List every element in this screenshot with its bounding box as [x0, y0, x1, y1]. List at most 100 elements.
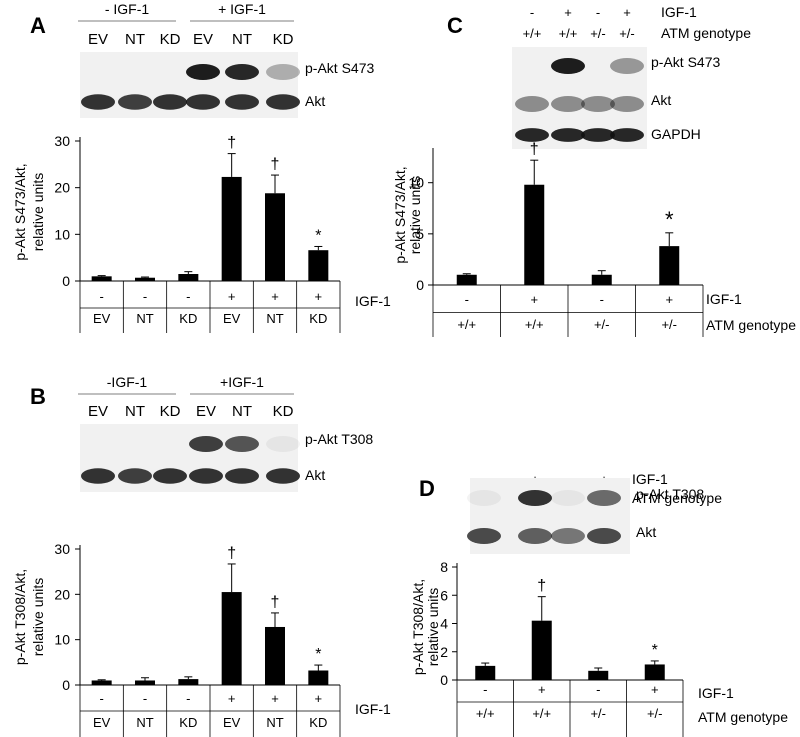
- C-igf-row-value: +: [665, 292, 673, 307]
- C-significance-star: *: [665, 207, 674, 232]
- B-group-header: -IGF-1: [107, 374, 148, 390]
- A-igf-row-value: +: [315, 289, 323, 304]
- B-band: [118, 468, 152, 484]
- B-band: [189, 468, 223, 484]
- B-lane-label: KD: [160, 403, 181, 420]
- A-lane-label: KD: [273, 31, 294, 48]
- C-y-label-line2: relative units: [407, 176, 423, 255]
- C-blot: [512, 121, 647, 149]
- C-y-tick-label: 0: [416, 277, 424, 293]
- B-igf-row-value: +: [271, 691, 279, 706]
- D-blot-label: p-Akt T308: [636, 486, 704, 502]
- C-bar: [524, 184, 545, 285]
- B-y-label-line1: p-Akt T308/Akt,: [12, 569, 28, 665]
- C-genotype-lane-value: +/+: [523, 26, 542, 41]
- A-band: [118, 94, 152, 110]
- D-band: [551, 528, 585, 544]
- B-category-label: EV: [93, 715, 111, 730]
- A-igf-row-value: +: [228, 289, 236, 304]
- A-blot: [80, 52, 300, 92]
- C-genotype-row-label: ATM genotype: [706, 317, 796, 333]
- C-category-label: +/+: [525, 317, 544, 332]
- C-band: [581, 128, 615, 142]
- C-y-label-line1: p-Akt S473/Akt,: [392, 166, 408, 263]
- D-genotype-row-label: ATM genotype: [698, 709, 788, 725]
- C-igf-header-label: IGF-1: [661, 4, 697, 20]
- C-y-tick-label: 10: [408, 175, 424, 191]
- B-blot: [80, 424, 300, 464]
- A-y-label-line1: p-Akt S473/Akt,: [12, 163, 28, 260]
- D-y-tick-label: 2: [440, 644, 448, 660]
- D-igf-row-label: IGF-1: [698, 685, 734, 701]
- B-band: [153, 468, 187, 484]
- D-band: [518, 490, 552, 506]
- C-blot-label: GAPDH: [651, 126, 701, 142]
- C-category-label: +/+: [457, 317, 476, 332]
- A-bar: [178, 274, 199, 281]
- C-category-label: +/-: [594, 317, 610, 332]
- A-bar: [221, 176, 242, 281]
- A-lane-label: KD: [160, 31, 181, 48]
- B-bar: [265, 626, 285, 685]
- B-igf-row-value: -: [186, 691, 190, 706]
- B-group-header: +IGF-1: [220, 374, 264, 390]
- B-y-tick-label: 20: [54, 586, 70, 602]
- B-igf-row-value: -: [99, 691, 103, 706]
- D-y-label-line2: relative units: [425, 588, 441, 667]
- A-significance-star: *: [315, 227, 321, 244]
- B-lane-label: EV: [196, 403, 216, 420]
- D-igf-row-value: +: [651, 682, 659, 697]
- B-category-label: EV: [223, 715, 241, 730]
- A-blot-label: p-Akt S473: [305, 60, 374, 76]
- D-band: [518, 528, 552, 544]
- A-group-header: - IGF-1: [105, 1, 150, 17]
- A-category-label: NT: [266, 311, 283, 326]
- B-y-label-line2: relative units: [30, 578, 46, 657]
- D-y-tick-label: 0: [440, 672, 448, 688]
- A-lane-label: NT: [125, 31, 145, 48]
- C-blot-label: Akt: [651, 92, 671, 108]
- D-significance-star: *: [652, 642, 658, 659]
- A-category-label: EV: [223, 311, 241, 326]
- A-igf-row-value: +: [271, 289, 279, 304]
- A-igf-row-label: IGF-1: [355, 293, 391, 309]
- D-band: [467, 490, 501, 506]
- B-band: [225, 468, 259, 484]
- D-band: [467, 528, 501, 544]
- A-significance-dagger: †: [227, 135, 236, 152]
- D-bar: [531, 620, 552, 680]
- D-band: [551, 490, 585, 506]
- C-band: [515, 96, 549, 112]
- B-bar: [308, 670, 329, 685]
- A-band: [266, 94, 300, 110]
- C-blot: [512, 47, 647, 85]
- A-category-label: NT: [136, 311, 153, 326]
- A-group-header: + IGF-1: [218, 1, 266, 17]
- A-category-label: EV: [93, 311, 111, 326]
- C-genotype-header-label: ATM genotype: [661, 25, 751, 41]
- C-y-tick-label: 5: [416, 226, 424, 242]
- B-lane-label: KD: [273, 403, 294, 420]
- D-y-label-line1: p-Akt T308/Akt,: [410, 579, 426, 675]
- D-category-label: +/-: [590, 706, 606, 721]
- B-lane-label: NT: [232, 403, 252, 420]
- D-y-tick-label: 4: [440, 616, 448, 632]
- C-igf-row-value: -: [600, 292, 604, 307]
- A-significance-dagger: †: [271, 156, 280, 173]
- D-y-tick-label: 6: [440, 587, 448, 603]
- A-bar: [135, 277, 155, 281]
- C-blot-background: [512, 85, 647, 123]
- B-blot-label: Akt: [305, 467, 325, 483]
- B-band: [189, 436, 223, 452]
- A-panel-letter: A: [30, 13, 46, 38]
- C-panel-letter: C: [447, 13, 463, 38]
- B-category-label: KD: [309, 715, 327, 730]
- A-bar: [308, 250, 329, 281]
- D-significance-dagger: †: [537, 578, 546, 595]
- D-category-label: +/-: [647, 706, 663, 721]
- B-bar: [91, 680, 112, 685]
- A-blot: [80, 86, 300, 118]
- B-blot-label: p-Akt T308: [305, 431, 373, 447]
- C-igf-row-value: -: [465, 292, 469, 307]
